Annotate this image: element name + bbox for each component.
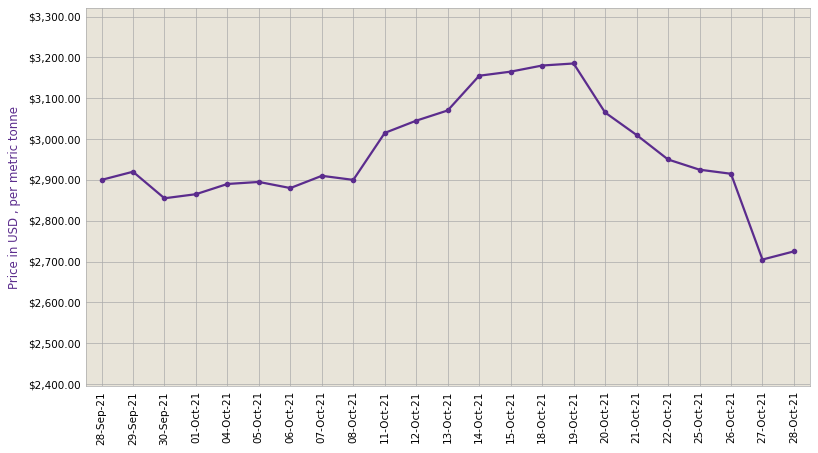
Y-axis label: Price in USD , per metric tonne: Price in USD , per metric tonne bbox=[8, 106, 21, 289]
